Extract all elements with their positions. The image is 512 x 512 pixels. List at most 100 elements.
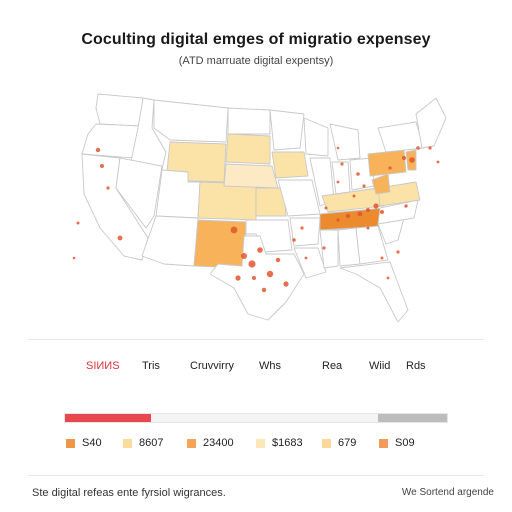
legend-label: Rea <box>322 360 343 372</box>
state-north-dakota <box>227 107 271 135</box>
state-nevada <box>115 157 163 229</box>
migration-dot <box>380 256 384 260</box>
top-divider <box>28 339 484 340</box>
legend-swatch <box>187 438 196 448</box>
migration-dot <box>396 250 400 254</box>
migration-dot <box>261 287 267 293</box>
legend-swatch <box>379 438 388 448</box>
migration-dot <box>235 275 241 281</box>
migration-dot <box>241 253 247 259</box>
migration-dot <box>304 256 308 260</box>
state-arizona <box>141 215 199 267</box>
migration-dot <box>275 257 281 263</box>
state-michigan <box>329 123 361 161</box>
map-title: Coculting digital emges of migratio expe… <box>81 31 431 48</box>
legend-swatch-item: S40 <box>66 437 102 449</box>
legend-swatch-item: $1683 <box>256 437 303 449</box>
legend-label: Wiid <box>369 360 391 372</box>
state-south-dakota <box>225 133 271 165</box>
legend-swatch-label: 679 <box>338 437 357 449</box>
dot-layer <box>72 146 440 293</box>
migration-dot <box>324 206 328 210</box>
state-montana <box>153 99 229 143</box>
legend-label: Cruvvirry <box>190 360 234 372</box>
state-wisconsin <box>303 117 329 157</box>
migration-dot <box>402 156 406 160</box>
state-minnesota <box>269 109 305 151</box>
migration-dot <box>106 186 110 190</box>
migration-dot <box>340 162 344 166</box>
migration-dot <box>283 281 289 287</box>
legend-label: Tris <box>142 360 160 372</box>
migration-dot <box>336 218 340 222</box>
state-florida <box>339 261 409 323</box>
scale-bar-segment <box>65 414 151 422</box>
state-pennsylvania <box>367 149 407 177</box>
map-subtitle: (ATD marruate digital expentsy) <box>178 55 334 67</box>
migration-dot <box>373 203 379 209</box>
migration-dot <box>366 208 370 212</box>
migration-dot <box>352 194 356 198</box>
migration-dot <box>248 260 256 268</box>
migration-dot <box>252 276 256 280</box>
migration-dot <box>266 270 274 278</box>
state-arkansas <box>289 217 321 247</box>
state-colorado <box>197 181 257 221</box>
legend-swatch-item: 8607 <box>123 437 163 449</box>
migration-dot <box>95 147 101 153</box>
legend-swatch-label: $1683 <box>272 437 303 449</box>
state-layer <box>81 93 447 323</box>
state-texas <box>209 235 305 321</box>
migration-dot <box>357 211 363 217</box>
footer-note: Ste digital refeas ente fyrsiol wigrance… <box>32 487 226 499</box>
legend-swatch-label: 23400 <box>203 437 234 449</box>
migration-dot <box>117 235 123 241</box>
migration-dot <box>322 246 326 250</box>
migration-dot <box>380 210 384 214</box>
migration-dot <box>404 204 408 208</box>
legend-label: Whs <box>259 360 281 372</box>
state-indiana <box>331 161 351 195</box>
migration-dot <box>366 226 370 230</box>
migration-dot <box>409 157 415 163</box>
migration-dot <box>100 164 104 168</box>
state-new-england <box>415 97 447 149</box>
legend-swatch <box>66 438 75 448</box>
bottom-divider <box>28 475 484 476</box>
footer-credit: We Sortend argende <box>401 487 494 498</box>
legend-swatch <box>256 438 265 448</box>
legend-swatch-label: S40 <box>82 437 102 449</box>
migration-dot <box>336 146 340 150</box>
legend-label: Rds <box>406 360 426 372</box>
migration-dot <box>76 221 80 225</box>
legend-swatch-label: S09 <box>395 437 415 449</box>
legend-swatch-item: 679 <box>322 437 356 449</box>
state-louisiana <box>293 247 327 279</box>
state-new-mexico <box>193 219 247 269</box>
migration-dot <box>345 213 351 219</box>
migration-dot <box>230 226 238 234</box>
state-nebraska <box>223 163 279 189</box>
state-washington <box>95 93 144 127</box>
scale-bar-segment <box>378 414 447 422</box>
state-iowa <box>271 151 309 179</box>
migration-dot <box>356 172 360 176</box>
migration-dot <box>300 226 304 230</box>
scale-bar-segment <box>150 414 379 422</box>
state-west-virginia <box>371 173 391 195</box>
legend-swatch-item: 23400 <box>187 437 234 449</box>
legend-swatch-item: S09 <box>379 437 415 449</box>
state-north-carolina <box>377 199 419 225</box>
state-kansas <box>255 187 287 217</box>
migration-dot <box>257 247 263 253</box>
state-oregon <box>81 123 141 159</box>
state-mississippi <box>319 229 339 269</box>
scale-bar <box>64 413 448 423</box>
legend-swatch <box>123 438 132 448</box>
migration-dot <box>428 146 432 150</box>
migration-dot <box>292 238 296 242</box>
migration-dot <box>436 160 440 164</box>
us-map <box>72 93 447 323</box>
migration-dot <box>416 146 420 150</box>
legend-swatch-label: 8607 <box>139 437 164 449</box>
